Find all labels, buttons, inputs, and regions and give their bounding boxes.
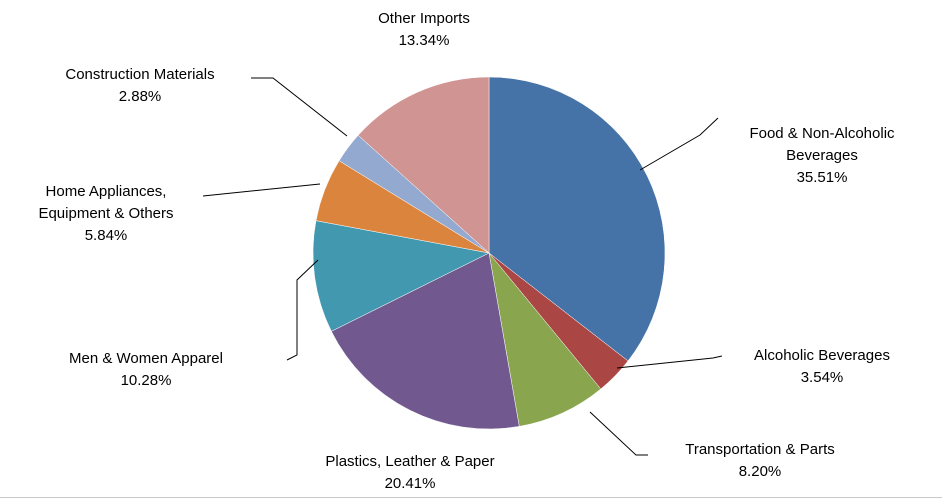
slice-percent-label: 5.84% <box>85 227 128 244</box>
slice-percent-label: 35.51% <box>797 169 848 186</box>
slice-percent-label: 3.54% <box>801 369 844 386</box>
slice-percent-label: 20.41% <box>385 475 436 492</box>
slice-category-label: Food & Non-Alcoholic <box>749 125 895 142</box>
leader-line <box>251 77 348 137</box>
pie-slice-transportation-parts <box>488 252 602 427</box>
leader-line <box>202 183 321 197</box>
slice-category-label: Home Appliances, <box>46 183 167 200</box>
slice-percent-label: 13.34% <box>399 32 450 49</box>
slices-layer <box>312 76 666 430</box>
slice-percent-label: 10.28% <box>121 372 172 389</box>
bottom-border <box>0 497 942 498</box>
pie-slice-men-women-apparel <box>312 220 490 332</box>
slice-category-label: Men & Women Apparel <box>69 350 223 367</box>
slice-category-label: Alcoholic Beverages <box>754 347 890 364</box>
pie-slice-other-imports <box>357 76 490 254</box>
slice-category-label: Plastics, Leather & Paper <box>325 453 494 470</box>
slice-category-label: Construction Materials <box>65 66 214 83</box>
slice-category-label: Transportation & Parts <box>685 441 835 458</box>
leader-line <box>639 117 719 171</box>
slice-percent-label: 2.88% <box>119 88 162 105</box>
slice-category-label: Other Imports <box>378 10 470 27</box>
slice-percent-label: 8.20% <box>739 463 782 480</box>
leader-line <box>286 259 319 361</box>
leader-line <box>616 355 723 369</box>
pie-slice-food-non-alcoholic-beverages <box>488 76 666 362</box>
pie-slice-plastics-leather-paper <box>331 252 520 430</box>
leader-line <box>589 411 648 456</box>
leader-lines-layer <box>202 77 723 456</box>
slice-category-label: Beverages <box>786 147 858 164</box>
labels-layer: Food & Non-Alcoholic Beverages 35.51% Alcoh… <box>38 10 895 492</box>
slice-category-label: Equipment & Others <box>38 205 173 222</box>
